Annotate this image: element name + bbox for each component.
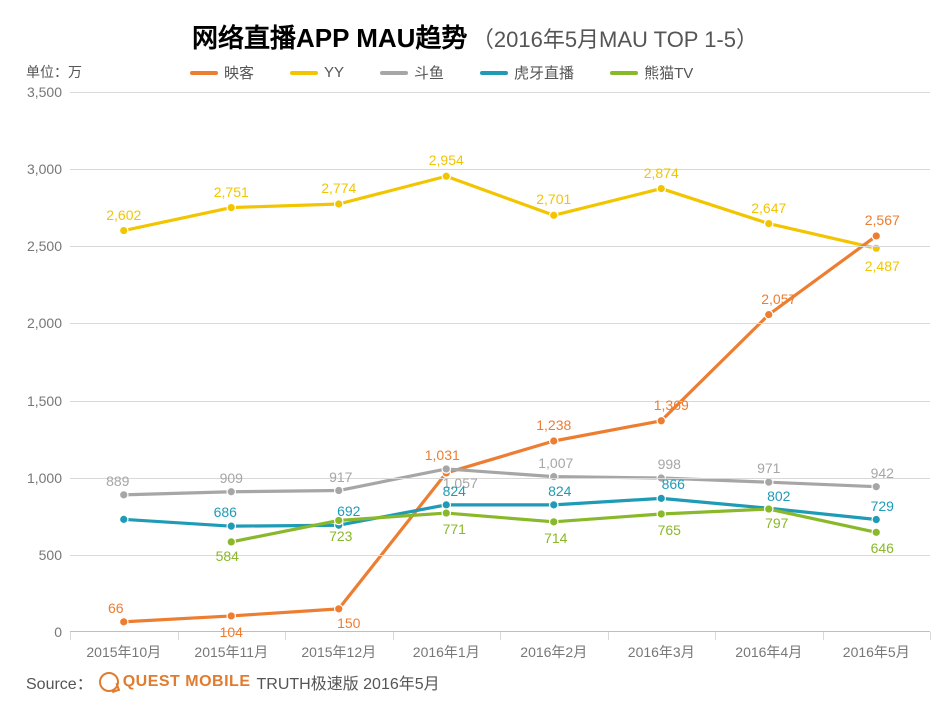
gridline xyxy=(70,478,930,479)
questmobile-logo-text: QUEST MOBILE xyxy=(123,673,251,691)
gridline xyxy=(70,246,930,247)
series-marker xyxy=(872,528,880,536)
series-marker xyxy=(442,501,450,509)
x-axis-tick xyxy=(715,632,716,640)
y-axis-label: 3,500 xyxy=(27,84,70,100)
gridline xyxy=(70,401,930,402)
x-axis-label: 2016年3月 xyxy=(628,632,695,662)
series-marker xyxy=(442,509,450,517)
legend-item: 虎牙直播 xyxy=(480,62,574,83)
questmobile-logo-icon xyxy=(99,672,119,692)
series-marker xyxy=(335,516,343,524)
series-marker xyxy=(550,518,558,526)
legend-swatch xyxy=(610,71,638,75)
series-marker xyxy=(765,219,773,227)
series-marker xyxy=(872,482,880,490)
unit-label: 单位：万 xyxy=(26,62,82,82)
legend: 映客 YY 斗鱼 虎牙直播 熊猫TV xyxy=(190,62,693,83)
source-row: Source： QUEST MOBILE TRUTH极速版 2016年5月 xyxy=(26,670,440,694)
series-line xyxy=(124,176,877,248)
series-marker xyxy=(335,486,343,494)
series-marker xyxy=(657,184,665,192)
legend-label: 熊猫TV xyxy=(644,62,693,83)
series-marker xyxy=(442,172,450,180)
series-line xyxy=(124,498,877,526)
series-marker xyxy=(550,211,558,219)
series-marker xyxy=(227,488,235,496)
series-marker xyxy=(120,491,128,499)
series-marker xyxy=(765,310,773,318)
legend-item: 熊猫TV xyxy=(610,62,693,83)
series-marker xyxy=(120,618,128,626)
gridline xyxy=(70,169,930,170)
source-suffix: TRUTH极速版 2016年5月 xyxy=(256,670,439,694)
series-marker xyxy=(120,226,128,234)
series-marker xyxy=(120,515,128,523)
chart-plot-area: 05001,0001,5002,0002,5003,0003,5002015年1… xyxy=(70,92,930,632)
series-marker xyxy=(657,494,665,502)
legend-label: 斗鱼 xyxy=(414,62,444,83)
series-marker xyxy=(657,510,665,518)
series-marker xyxy=(765,478,773,486)
x-axis-tick xyxy=(70,632,71,640)
gridline xyxy=(70,92,930,93)
y-axis-label: 3,000 xyxy=(27,161,70,177)
legend-item: YY xyxy=(290,64,344,81)
x-axis-label: 2015年10月 xyxy=(86,632,161,662)
x-axis-label: 2016年5月 xyxy=(843,632,910,662)
legend-swatch xyxy=(290,71,318,75)
series-marker xyxy=(335,605,343,613)
x-axis-label: 2015年12月 xyxy=(301,632,376,662)
x-axis-tick xyxy=(608,632,609,640)
series-marker xyxy=(550,437,558,445)
series-marker xyxy=(442,465,450,473)
y-axis-label: 2,000 xyxy=(27,315,70,331)
legend-label: YY xyxy=(324,64,344,81)
x-axis-tick xyxy=(500,632,501,640)
series-marker xyxy=(227,522,235,530)
series-marker xyxy=(335,200,343,208)
x-axis-tick xyxy=(285,632,286,640)
series-line xyxy=(124,469,877,495)
x-axis-tick xyxy=(823,632,824,640)
x-axis-label: 2016年4月 xyxy=(735,632,802,662)
series-marker xyxy=(227,612,235,620)
source-prefix: Source： xyxy=(26,670,93,694)
gridline xyxy=(70,555,930,556)
series-line xyxy=(124,236,877,622)
series-marker xyxy=(550,501,558,509)
plot-svg xyxy=(70,92,930,632)
y-axis-label: 1,500 xyxy=(27,393,70,409)
series-marker xyxy=(227,538,235,546)
series-marker xyxy=(872,232,880,240)
legend-label: 映客 xyxy=(224,62,254,83)
legend-item: 斗鱼 xyxy=(380,62,444,83)
questmobile-logo: QUEST MOBILE xyxy=(99,672,251,692)
y-axis-label: 1,000 xyxy=(27,470,70,486)
x-axis-label: 2015年11月 xyxy=(194,632,268,662)
series-marker xyxy=(657,417,665,425)
legend-item: 映客 xyxy=(190,62,254,83)
legend-swatch xyxy=(480,71,508,75)
series-marker xyxy=(872,515,880,523)
y-axis-label: 2,500 xyxy=(27,238,70,254)
x-axis-tick xyxy=(930,632,931,640)
chart-container: 网络直播APP MAU趋势 （2016年5月MAU TOP 1-5） 单位：万 … xyxy=(0,0,950,712)
x-axis-tick xyxy=(178,632,179,640)
legend-swatch xyxy=(190,71,218,75)
x-axis-tick xyxy=(393,632,394,640)
series-marker xyxy=(765,505,773,513)
series-marker xyxy=(227,203,235,211)
gridline xyxy=(70,323,930,324)
x-axis-label: 2016年2月 xyxy=(520,632,587,662)
chart-title-row: 网络直播APP MAU趋势 （2016年5月MAU TOP 1-5） xyxy=(0,18,950,55)
legend-label: 虎牙直播 xyxy=(514,62,574,83)
chart-title-sub: （2016年5月MAU TOP 1-5） xyxy=(472,27,758,52)
y-axis-label: 500 xyxy=(39,547,70,563)
x-axis-label: 2016年1月 xyxy=(413,632,480,662)
series-marker xyxy=(550,472,558,480)
y-axis-label: 0 xyxy=(54,624,70,640)
chart-title-main: 网络直播APP MAU趋势 xyxy=(192,23,467,53)
legend-swatch xyxy=(380,71,408,75)
